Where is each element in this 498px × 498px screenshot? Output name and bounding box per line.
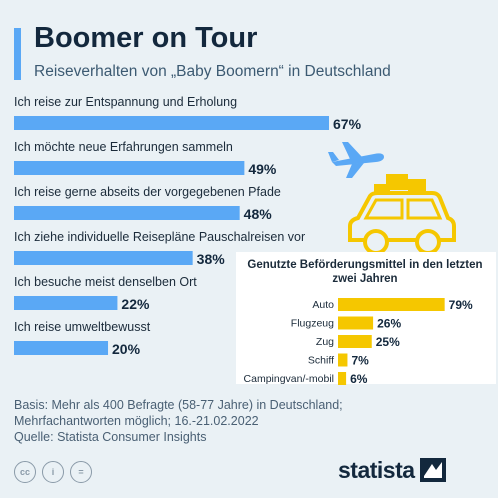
no-derivatives-icon[interactable]: =	[70, 461, 92, 483]
inset-category-label: Schiff	[308, 355, 334, 367]
bar-category-label: Ich besuche meist denselben Ort	[14, 275, 197, 289]
statista-logo-icon	[419, 458, 446, 482]
title-accent-bar	[14, 28, 21, 80]
footnote: Basis: Mehr als 400 Befragte (58-77 Jahr…	[14, 397, 374, 445]
bar-category-label: Ich möchte neue Erfahrungen sammeln	[14, 140, 233, 154]
license-icons: cc i =	[14, 461, 92, 485]
inset-bar	[338, 298, 445, 311]
bar-category-label: Ich ziehe individuelle Reisepläne Pausch…	[14, 230, 305, 244]
attribution-icon[interactable]: i	[42, 461, 64, 483]
page-title: Boomer on Tour	[34, 22, 258, 54]
bar	[14, 116, 329, 130]
inset-value-label: 7%	[351, 354, 369, 368]
footnote-date: Mehrfachantworten möglich; 16.-21.02.202…	[14, 414, 259, 428]
airplane-icon	[328, 142, 384, 178]
inset-bar	[338, 353, 348, 367]
inset-category-label: Flugzeug	[291, 318, 334, 330]
bar	[14, 161, 245, 175]
bar-value-label: 49%	[248, 161, 277, 177]
inset-value-label: 26%	[377, 317, 401, 331]
bar-category-label: Ich reise gerne abseits der vorgegebenen…	[14, 185, 281, 199]
car-icon	[348, 174, 456, 255]
inset-bar	[338, 372, 347, 385]
source-note: Quelle: Statista Consumer Insights	[14, 430, 207, 444]
statista-logo[interactable]: statista	[338, 455, 446, 485]
bar-category-label: Ich reise zur Entspannung und Erholung	[14, 95, 237, 109]
bar	[14, 206, 240, 220]
bar-value-label: 22%	[121, 296, 150, 312]
brand-name: statista	[338, 456, 415, 483]
bar-value-label: 48%	[244, 206, 273, 222]
bar	[14, 296, 118, 310]
bar-category-label: Ich reise umweltbewusst	[14, 320, 151, 334]
bar-value-label: 20%	[112, 341, 141, 357]
inset-category-label: Zug	[316, 336, 334, 348]
inset-bar	[338, 335, 372, 348]
footnote-basis: Basis: Mehr als 400 Befragte (58-77 Jahr…	[14, 398, 343, 412]
bar-value-label: 38%	[197, 251, 226, 267]
inset-value-label: 25%	[376, 335, 400, 349]
bar-value-label: 67%	[333, 116, 362, 132]
bar	[14, 341, 109, 355]
inset-bar	[338, 316, 374, 330]
inset-value-label: 79%	[449, 298, 473, 312]
inset-value-label: 6%	[350, 372, 368, 386]
cc-icon[interactable]: cc	[14, 461, 36, 483]
inset-chart-title: Genutzte Beförderungsmittel in den letzt…	[247, 259, 483, 285]
bar	[14, 251, 193, 265]
inset-category-label: Campingvan/-mobil	[244, 373, 334, 385]
inset-category-label: Auto	[312, 299, 334, 311]
page-subtitle: Reiseverhalten von „Baby Boomern“ in Deu…	[34, 63, 391, 80]
